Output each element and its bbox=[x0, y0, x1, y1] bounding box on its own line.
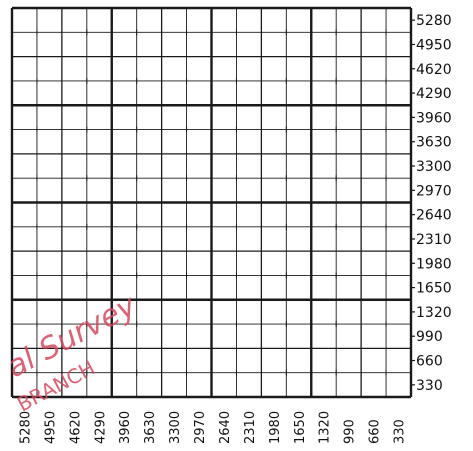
bottom-scale-label: 3300 bbox=[168, 411, 183, 444]
right-scale-labels: 5280 4950 4620 4290 3960 3630 3300 2970 2640 2310… bbox=[411, 13, 452, 394]
bottom-scale-label: 3960 bbox=[118, 411, 133, 444]
bottom-scale-label: 2310 bbox=[243, 411, 258, 444]
right-scale-label: 990 bbox=[416, 329, 443, 345]
right-scale-label: 4290 bbox=[416, 86, 452, 102]
bottom-scale-label: 1320 bbox=[318, 411, 333, 444]
right-scale-label: 4950 bbox=[416, 37, 452, 53]
bottom-scale-label: 1980 bbox=[268, 411, 283, 444]
grid-lines bbox=[10, 6, 413, 399]
right-scale-label: 3960 bbox=[416, 110, 452, 126]
bottom-scale-label: 990 bbox=[343, 419, 358, 444]
right-scale-label: 3300 bbox=[416, 159, 452, 175]
bottom-scale-label: 4950 bbox=[43, 411, 58, 444]
bottom-scale-label: 2970 bbox=[193, 411, 208, 444]
bottom-scale-label: 5280 bbox=[18, 411, 33, 444]
bottom-scale-labels: 5280 4950 4620 4290 3960 3630 3300 2970 2640 2310… bbox=[18, 411, 407, 444]
right-scale-label: 3630 bbox=[416, 135, 452, 151]
right-scale-label: 2640 bbox=[416, 208, 452, 224]
bottom-scale-label: 330 bbox=[393, 419, 408, 444]
bottom-scale-label: 660 bbox=[368, 419, 383, 444]
bottom-scale-label: 4620 bbox=[68, 411, 83, 444]
bottom-scale-label: 3630 bbox=[143, 411, 158, 444]
bottom-scale-label: 2640 bbox=[218, 411, 233, 444]
right-scale-label: 330 bbox=[416, 378, 443, 394]
right-scale-label: 5280 bbox=[416, 13, 452, 29]
right-scale-label: 1320 bbox=[416, 305, 452, 321]
bottom-scale-label: 1650 bbox=[293, 411, 308, 444]
right-scale-label: 660 bbox=[416, 354, 443, 370]
bottom-scale-label: 4290 bbox=[93, 411, 108, 444]
right-scale-label: 1650 bbox=[416, 281, 452, 297]
right-scale-label: 2970 bbox=[416, 183, 452, 199]
right-scale-label: 1980 bbox=[416, 256, 452, 272]
right-scale-label: 2310 bbox=[416, 232, 452, 248]
grid-center-ticks bbox=[36, 29, 387, 376]
right-scale-label: 4620 bbox=[416, 62, 452, 78]
